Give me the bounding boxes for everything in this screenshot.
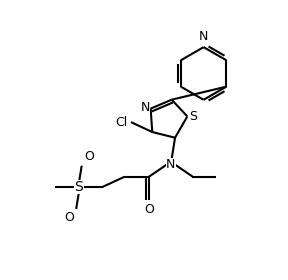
- Text: Cl: Cl: [115, 116, 128, 129]
- Text: O: O: [64, 211, 74, 224]
- Text: S: S: [75, 180, 83, 194]
- Text: O: O: [144, 203, 154, 216]
- Text: S: S: [190, 110, 198, 123]
- Text: O: O: [84, 150, 94, 164]
- Text: N: N: [166, 158, 176, 171]
- Text: N: N: [199, 30, 208, 43]
- Text: N: N: [141, 101, 150, 114]
